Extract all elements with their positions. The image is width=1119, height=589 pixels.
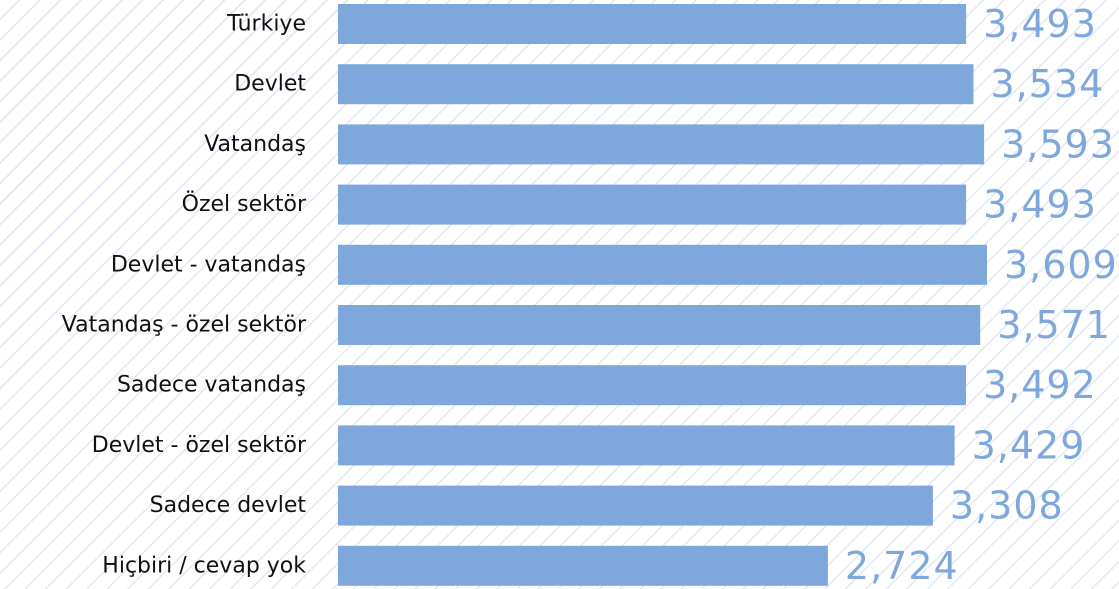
bar-row: Sadece vatandaş 3,492 — [117, 363, 1097, 407]
category-label: Hiçbiri / cevap yok — [102, 553, 306, 578]
category-label: Devlet — [234, 72, 306, 97]
value-label: 3,609 — [1004, 243, 1118, 287]
value-label: 3,571 — [997, 303, 1111, 347]
bar — [338, 124, 985, 165]
category-label: Vatandaş - özel sektör — [62, 313, 307, 338]
bar-row: Sadece devlet 3,308 — [150, 484, 1064, 528]
bar-row: Devlet - vatandaş 3,609 — [111, 243, 1118, 287]
bar-row: Devlet - özel sektör 3,429 — [92, 423, 1086, 467]
bar — [338, 4, 967, 44]
bar — [338, 365, 966, 406]
value-label: 3,534 — [991, 62, 1105, 106]
bar — [338, 545, 828, 586]
value-label: 3,493 — [983, 2, 1097, 46]
bar-row: Vatandaş 3,593 — [204, 122, 1115, 166]
value-label: 3,493 — [983, 183, 1097, 227]
category-label: Sadece vatandaş — [117, 373, 306, 398]
category-label: Devlet - vatandaş — [111, 252, 306, 277]
value-label: 3,492 — [983, 363, 1097, 407]
value-label: 3,308 — [950, 484, 1064, 528]
bar-row: Türkiye 3,493 — [226, 2, 1097, 46]
category-label: Türkiye — [226, 12, 306, 37]
category-label: Sadece devlet — [150, 493, 307, 518]
bar-row: Hiçbiri / cevap yok 2,724 — [102, 544, 959, 588]
bar — [338, 184, 967, 225]
bar-row: Devlet 3,534 — [234, 62, 1105, 106]
bar — [338, 305, 981, 345]
bar — [338, 64, 974, 105]
category-label: Özel sektör — [182, 191, 307, 217]
bar-row: Özel sektör 3,493 — [182, 183, 1097, 227]
bar — [338, 244, 987, 285]
value-label: 3,429 — [972, 423, 1086, 467]
bar-row: Vatandaş - özel sektör 3,571 — [62, 303, 1111, 347]
category-label: Vatandaş — [204, 132, 306, 157]
category-label: Devlet - özel sektör — [92, 433, 307, 458]
bar — [338, 425, 955, 466]
value-label: 3,593 — [1001, 122, 1115, 166]
bar — [338, 485, 933, 526]
value-label: 2,724 — [845, 544, 959, 588]
